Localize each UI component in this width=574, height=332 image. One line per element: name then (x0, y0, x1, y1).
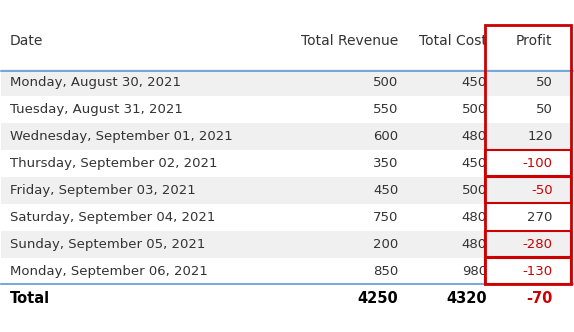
Text: -50: -50 (531, 184, 553, 197)
FancyBboxPatch shape (1, 258, 573, 285)
Text: 480: 480 (462, 211, 487, 224)
Text: 4250: 4250 (358, 291, 398, 306)
Text: 50: 50 (536, 103, 553, 116)
Text: 120: 120 (528, 130, 553, 143)
FancyBboxPatch shape (1, 204, 573, 231)
Text: Saturday, September 04, 2021: Saturday, September 04, 2021 (10, 211, 215, 224)
Text: 450: 450 (373, 184, 398, 197)
FancyBboxPatch shape (1, 150, 573, 177)
FancyBboxPatch shape (1, 177, 573, 204)
Text: -130: -130 (522, 265, 553, 278)
Text: 500: 500 (373, 76, 398, 89)
Text: Monday, September 06, 2021: Monday, September 06, 2021 (10, 265, 208, 278)
Text: -280: -280 (522, 238, 553, 251)
Text: -70: -70 (526, 291, 553, 306)
Text: 500: 500 (461, 103, 487, 116)
Text: 50: 50 (536, 76, 553, 89)
Text: Profit: Profit (516, 34, 553, 48)
Text: -100: -100 (522, 157, 553, 170)
Text: 750: 750 (373, 211, 398, 224)
Text: Sunday, September 05, 2021: Sunday, September 05, 2021 (10, 238, 205, 251)
Text: Date: Date (10, 34, 43, 48)
Text: Tuesday, August 31, 2021: Tuesday, August 31, 2021 (10, 103, 183, 116)
Text: Friday, September 03, 2021: Friday, September 03, 2021 (10, 184, 196, 197)
Text: Total Revenue: Total Revenue (301, 34, 398, 48)
Text: 550: 550 (373, 103, 398, 116)
Text: 350: 350 (373, 157, 398, 170)
Text: 270: 270 (528, 211, 553, 224)
Text: 480: 480 (462, 238, 487, 251)
Text: 600: 600 (373, 130, 398, 143)
Text: Total: Total (10, 291, 50, 306)
Text: 500: 500 (461, 184, 487, 197)
FancyBboxPatch shape (1, 96, 573, 123)
Text: Total Cost: Total Cost (419, 34, 487, 48)
Text: Wednesday, September 01, 2021: Wednesday, September 01, 2021 (10, 130, 232, 143)
Text: Thursday, September 02, 2021: Thursday, September 02, 2021 (10, 157, 218, 170)
Text: Monday, August 30, 2021: Monday, August 30, 2021 (10, 76, 181, 89)
FancyBboxPatch shape (1, 69, 573, 96)
FancyBboxPatch shape (1, 231, 573, 258)
Text: 850: 850 (373, 265, 398, 278)
Text: 200: 200 (373, 238, 398, 251)
FancyBboxPatch shape (1, 285, 573, 312)
Text: 450: 450 (461, 157, 487, 170)
Text: 480: 480 (462, 130, 487, 143)
Text: 4320: 4320 (447, 291, 487, 306)
Text: 980: 980 (462, 265, 487, 278)
Text: 450: 450 (461, 76, 487, 89)
FancyBboxPatch shape (1, 123, 573, 150)
